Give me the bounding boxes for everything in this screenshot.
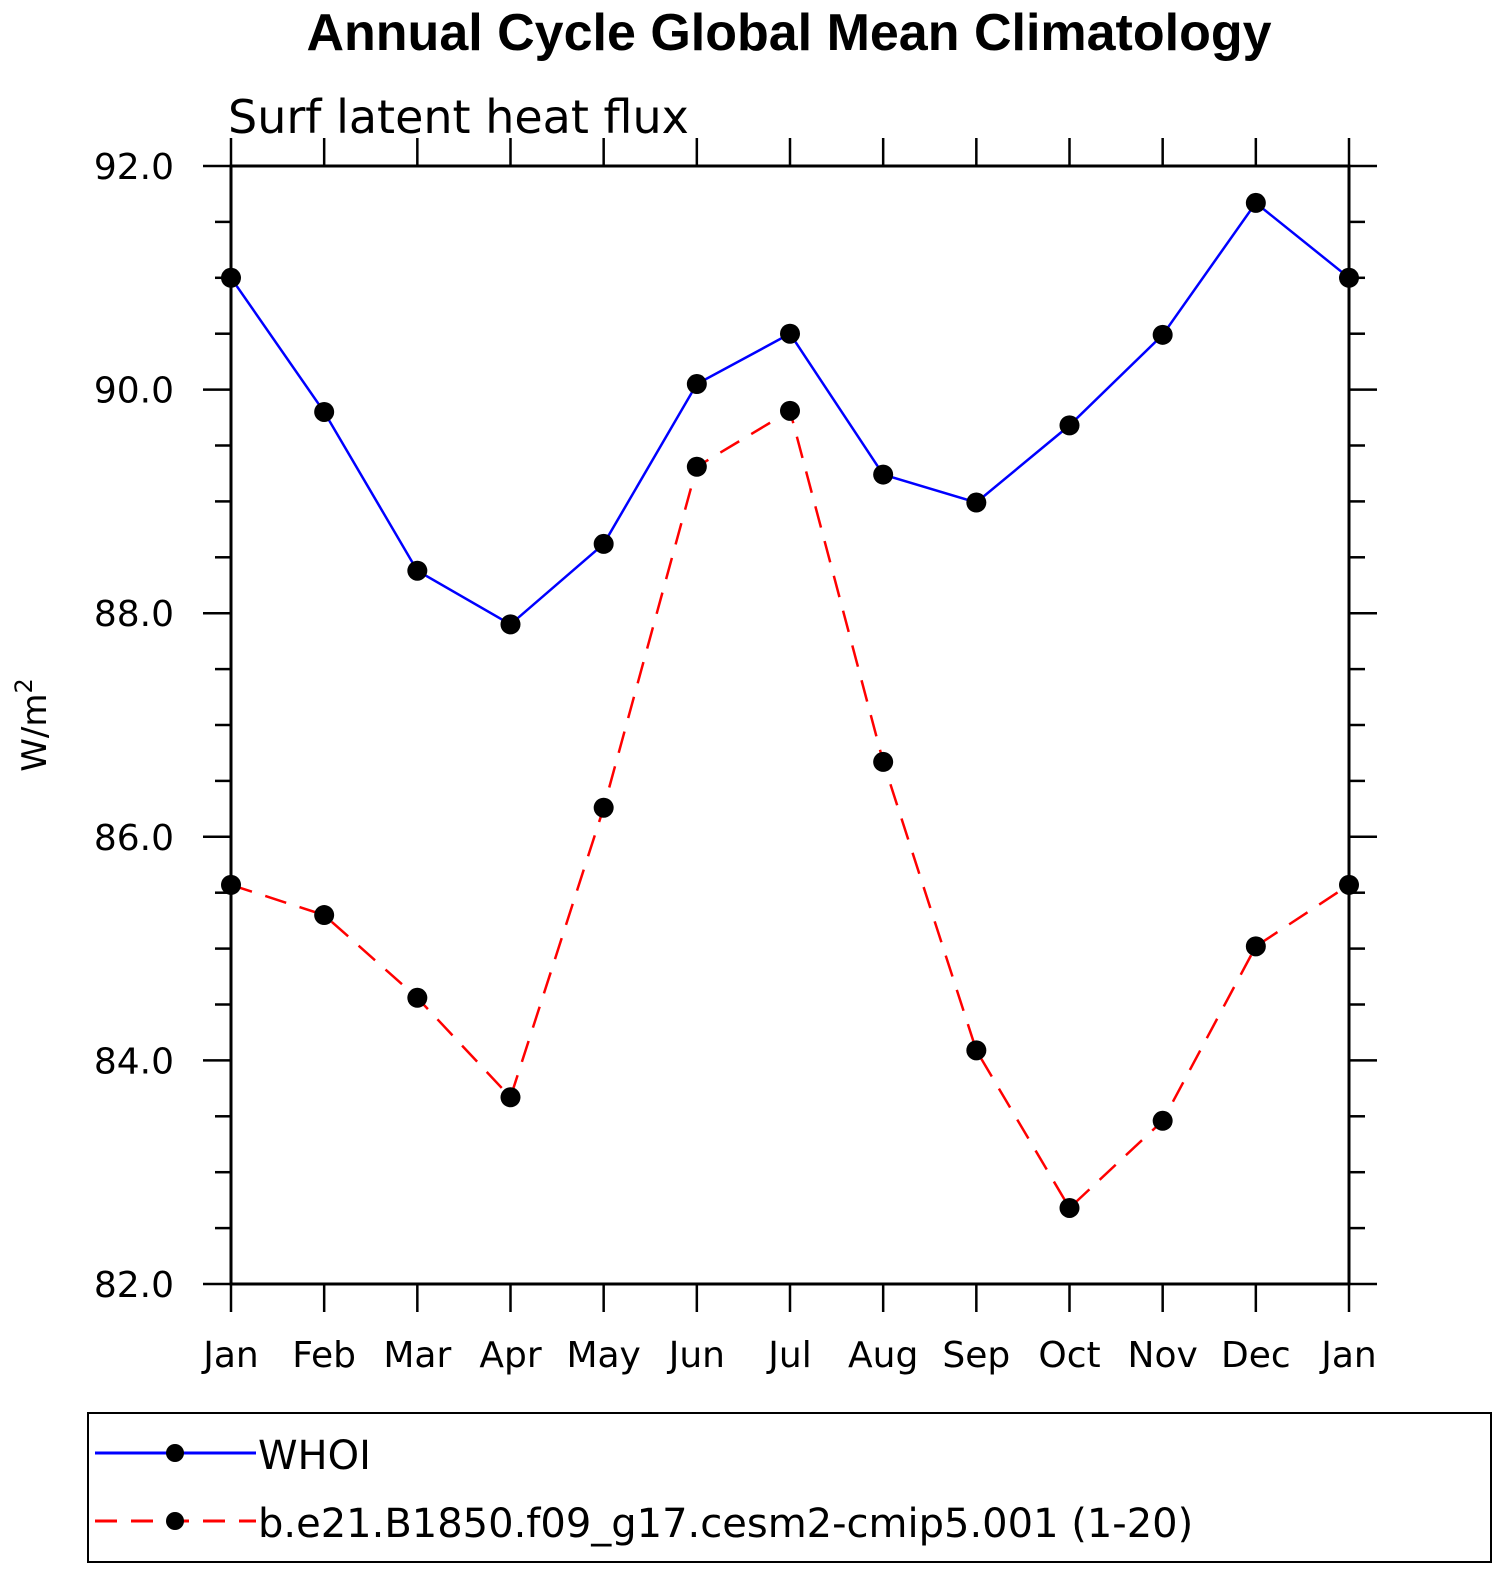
- x-tick-label: Jan: [201, 1335, 259, 1376]
- series-0-point: [1152, 324, 1173, 345]
- series-1-point: [1245, 936, 1266, 957]
- x-tick-label: Mar: [383, 1335, 451, 1376]
- series-1-point: [314, 905, 335, 926]
- series-1-point: [221, 874, 241, 895]
- x-tick-label: Sep: [942, 1335, 1010, 1376]
- x-tick-label: Apr: [479, 1335, 541, 1376]
- y-tick-label: 86.0: [94, 818, 174, 859]
- x-tick-label: Jul: [766, 1335, 811, 1376]
- series-1-point: [500, 1087, 521, 1108]
- y-tick-label: 92.0: [94, 147, 174, 188]
- x-tick-label: Jun: [667, 1335, 725, 1376]
- series-0-point: [314, 401, 335, 422]
- series-0-point: [686, 374, 707, 395]
- legend-label-whoi: WHOI: [258, 1433, 371, 1479]
- series-1-point: [593, 797, 614, 818]
- y-axis: 82.0 84.0 86.0 88.0 90.0 92.0: [94, 147, 1377, 1306]
- y-tick-label: 88.0: [94, 594, 174, 635]
- series-1-point: [1152, 1110, 1173, 1131]
- series-1-point: [1339, 874, 1359, 895]
- series-1-point: [407, 987, 428, 1008]
- chart-subtitle: Surf latent heat flux: [228, 90, 689, 144]
- series-0-point: [407, 560, 428, 581]
- series-1-point: [686, 456, 707, 477]
- series-0-point: [593, 533, 614, 554]
- y-axis-label-exponent: 2: [10, 678, 38, 693]
- series-1-point: [966, 1040, 987, 1061]
- legend-marker-cesm: [166, 1512, 184, 1530]
- series-1-point: [1059, 1197, 1080, 1218]
- x-tick-label: Dec: [1221, 1335, 1291, 1376]
- x-axis: Jan Feb Mar Apr May Jun Jul Aug Sep Oct Nov Dec Jan: [201, 138, 1377, 1376]
- legend-marker-whoi: [166, 1444, 184, 1462]
- legend-label-cesm: b.e21.B1850.f09_g17.cesm2-cmip5.001 (1-2…: [258, 1501, 1193, 1547]
- legend-box: [87, 1412, 1492, 1563]
- chart-title: Annual Cycle Global Mean Climatology: [306, 4, 1271, 62]
- series-0-point: [1059, 415, 1080, 436]
- series-1-point: [780, 400, 800, 421]
- x-tick-label: May: [566, 1335, 640, 1376]
- x-tick-label: Jan: [1319, 1335, 1377, 1376]
- series-1-point: [873, 751, 894, 772]
- y-tick-label: 84.0: [94, 1041, 174, 1082]
- x-tick-label: Oct: [1038, 1335, 1100, 1376]
- y-axis-label-unit: W/m: [15, 694, 55, 772]
- legend: WHOI b.e21.B1850.f09_g17.cesm2-cmip5.001…: [87, 1412, 1492, 1563]
- y-tick-label: 82.0: [94, 1265, 174, 1306]
- y-axis-label: W/m2: [10, 678, 55, 771]
- series-0-point: [500, 614, 521, 635]
- series-markers: [221, 192, 1359, 1218]
- series-0-point: [221, 267, 241, 288]
- y-tick-label: 90.0: [94, 371, 174, 412]
- x-tick-label: Nov: [1128, 1335, 1198, 1376]
- series-0-point: [873, 464, 894, 485]
- series-0-point: [780, 323, 800, 344]
- series-0-point: [1245, 192, 1266, 213]
- series-lines: [229, 201, 1350, 1210]
- x-tick-label: Feb: [292, 1335, 356, 1376]
- series-0-point: [1339, 267, 1359, 288]
- series-0-point: [966, 492, 987, 513]
- x-tick-label: Aug: [848, 1335, 918, 1376]
- series-line-1: [230, 408, 1350, 1210]
